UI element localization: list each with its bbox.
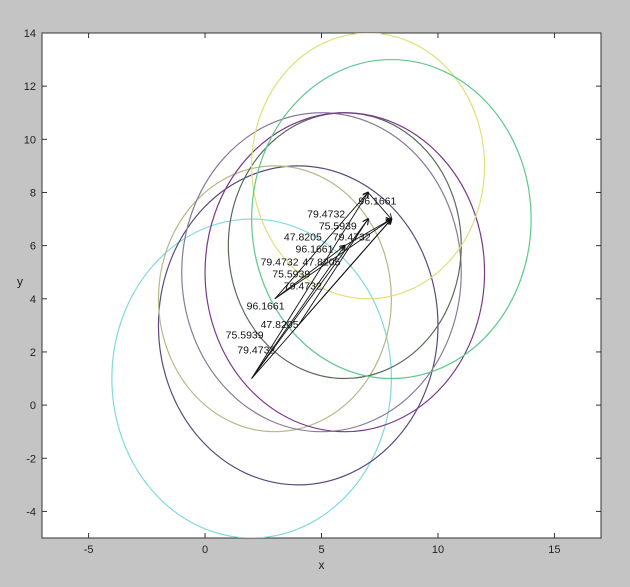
y-tick-label: 12 — [24, 81, 36, 93]
y-tick-label: 4 — [30, 294, 36, 306]
vector-segment-3 — [251, 246, 345, 379]
circle-curve-6 — [204, 112, 486, 433]
vector-segment-12 — [367, 192, 391, 219]
vector-segment-1 — [251, 192, 368, 379]
data-label-11: 96.1661 — [247, 300, 285, 312]
data-label-1: 96.1661 — [358, 195, 396, 207]
y-tick-label: 6 — [30, 241, 36, 253]
y-axis-label: y — [17, 275, 23, 289]
vector-segment-11 — [344, 219, 392, 247]
vector-segment-7 — [274, 246, 345, 300]
y-tick-label: 14 — [24, 28, 36, 40]
x-tick-label: -5 — [84, 544, 94, 556]
circle-curve-7 — [251, 33, 486, 300]
data-label-9: 75.5939 — [272, 269, 310, 281]
data-label-12: 47.8205 — [261, 319, 299, 331]
data-label-2: 79.4732 — [307, 209, 345, 221]
data-label-6: 96.1661 — [296, 243, 334, 255]
y-tick-label: 2 — [30, 347, 36, 359]
circle-curve-8 — [251, 58, 532, 380]
data-label-3: 75.5939 — [319, 221, 357, 233]
curves-layer — [111, 33, 532, 538]
x-tick-label: 15 — [548, 544, 560, 556]
ticks-layer: -5 0 5 10 15 -4 -2 0 2 4 6 8 10 12 14 — [24, 28, 601, 556]
y-tick-label: -2 — [26, 453, 36, 465]
segments-layer — [251, 192, 392, 379]
vector-segment-4 — [251, 219, 368, 379]
x-tick-label: 5 — [318, 544, 324, 556]
data-label-8: 47.8205 — [303, 257, 341, 269]
y-tick-label: 0 — [30, 400, 36, 412]
vector-segment-6 — [274, 219, 391, 300]
x-tick-label: 10 — [432, 544, 444, 556]
data-label-7: 79.4732 — [261, 257, 299, 269]
y-tick-label: 10 — [24, 134, 36, 146]
x-axis-label: x — [319, 558, 325, 572]
data-label-14: 79.4732 — [237, 344, 275, 356]
y-tick-label: -4 — [26, 506, 36, 518]
plot-area — [41, 32, 602, 539]
data-label-5: 79.4732 — [333, 231, 371, 243]
data-label-13: 75.5939 — [226, 330, 264, 342]
data-label-4: 47.8205 — [284, 231, 322, 243]
vector-segment-9 — [297, 219, 368, 326]
x-tick-label: 0 — [202, 544, 208, 556]
vector-segment-10 — [321, 219, 392, 300]
vector-segment-5 — [274, 192, 368, 300]
circle-curve-4 — [181, 112, 462, 433]
y-tick-label: 8 — [30, 187, 36, 199]
circle-curve-3 — [157, 165, 392, 433]
data-label-10: 79.4732 — [284, 280, 322, 292]
